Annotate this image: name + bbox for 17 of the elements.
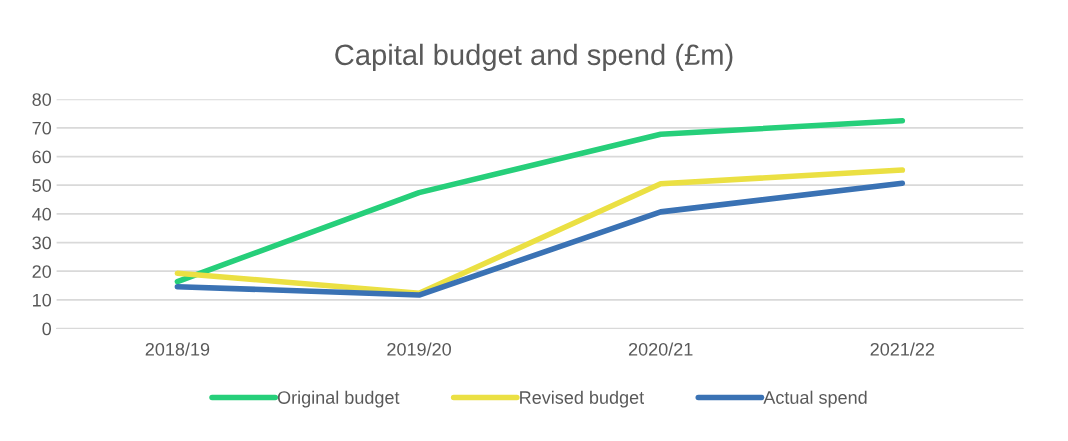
legend-label: Revised budget [520,390,645,408]
x-tick-label: 2021/22 [870,342,935,356]
y-tick-label: 50 [32,179,52,192]
y-tick-label: 70 [32,121,52,135]
x-tick-label: 2018/19 [145,342,210,356]
y-tick-label: 40 [32,207,52,221]
y-tick-label: 20 [32,265,52,278]
y-tick-label: 60 [32,150,52,164]
y-tick-label: 0 [42,322,52,336]
chart-title: Capital budget and spend (£m) [335,43,733,71]
legend-label: Actual spend [763,390,867,408]
y-tick-label: 30 [32,236,52,250]
x-tick-label: 2020/21 [628,342,693,356]
x-tick-label: 2019/20 [387,342,451,356]
y-tick-label: 80 [32,93,52,106]
y-tick-label: 10 [33,293,52,307]
legend-label: Original budget [277,390,400,408]
